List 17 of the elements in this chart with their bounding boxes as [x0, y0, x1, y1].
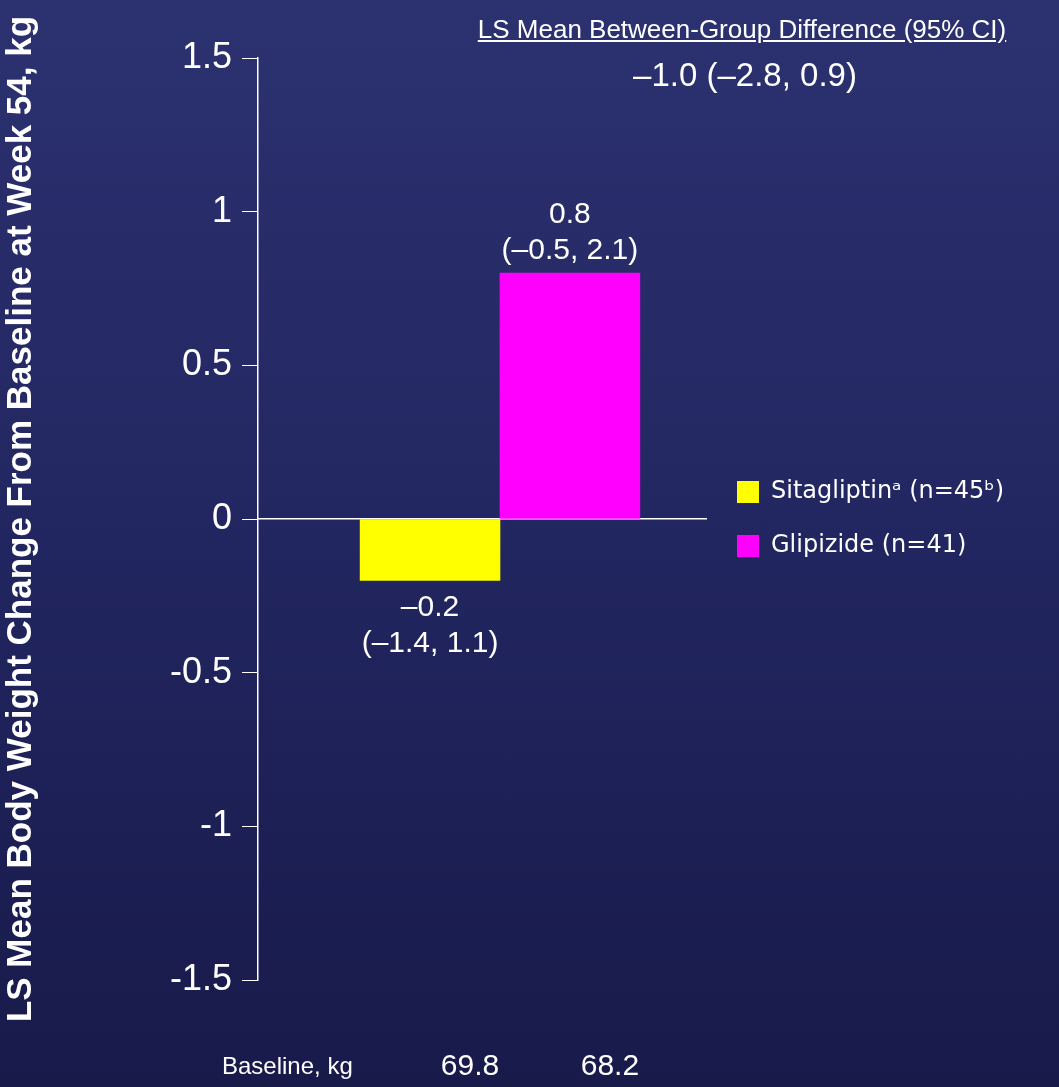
y-tick-label: 1 — [211, 188, 232, 230]
y-tick-label: 1.5 — [181, 34, 232, 76]
legend-label: Sitagliptinᵃ (n=45ᵇ) — [771, 476, 1005, 505]
y-tick-label: -0.5 — [169, 649, 232, 691]
annotation: –1.0 (–2.8, 0.9) — [633, 56, 857, 94]
text: 68.2 — [580, 1048, 640, 1082]
y-tick-label: 0.5 — [181, 342, 232, 384]
legend-label: Glipizide (n=41) — [771, 530, 967, 559]
data-label: 0.8 (–0.5, 2.1) — [501, 196, 639, 266]
y-tick-label: -1 — [199, 803, 232, 845]
text: 69.8 — [440, 1048, 500, 1082]
data-label: –0.2 (–1.4, 1.1) — [361, 589, 499, 659]
y-axis-title: LS Mean Body Weight Change From Baseline at Week 54, kg — [0, 15, 38, 1023]
text: LS Mean Between-Group Difference (95% CI) — [477, 14, 1007, 45]
y-tick-label: -1.5 — [169, 956, 232, 998]
y-tick-label: 0 — [211, 495, 232, 537]
text: Baseline, kg — [222, 1052, 353, 1080]
